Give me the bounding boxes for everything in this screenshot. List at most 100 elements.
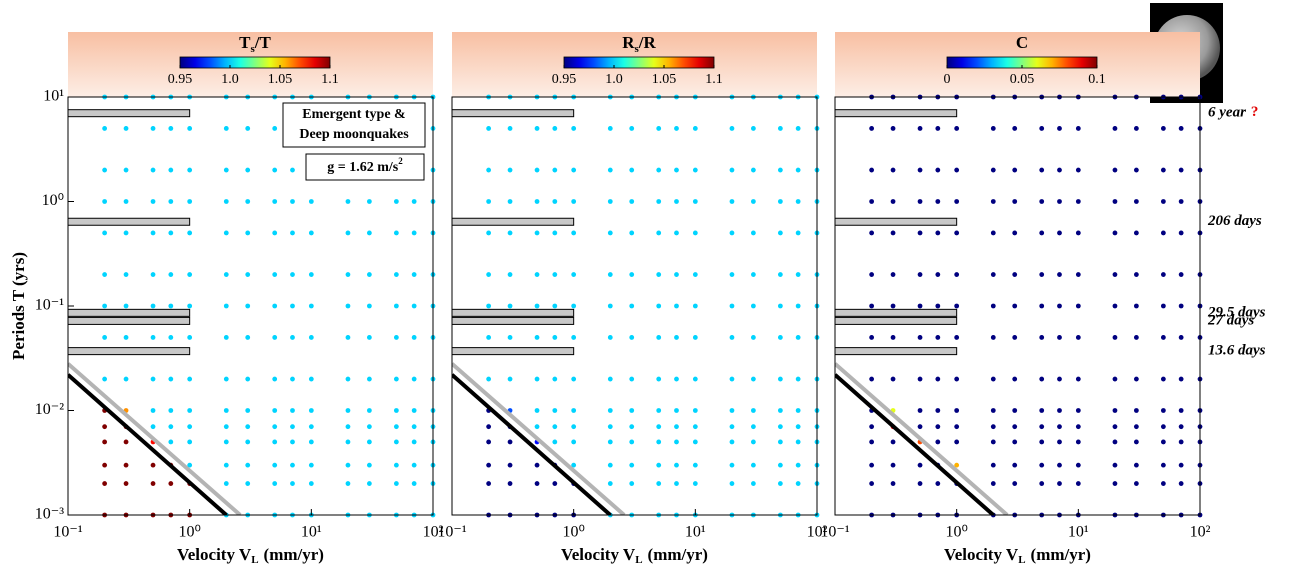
dot bbox=[674, 408, 679, 413]
period-band bbox=[67, 316, 191, 325]
dot bbox=[486, 167, 492, 173]
dot bbox=[1178, 230, 1184, 236]
dot bbox=[486, 126, 492, 131]
dot bbox=[990, 303, 996, 309]
dot bbox=[290, 481, 295, 486]
threshold-line bbox=[452, 373, 612, 515]
dot bbox=[750, 272, 756, 277]
dot bbox=[1112, 335, 1118, 340]
x-tick-label: 10⁻¹ bbox=[820, 524, 849, 541]
dot bbox=[729, 376, 735, 382]
x-tick-label: 10⁰ bbox=[945, 524, 967, 541]
dot bbox=[1057, 272, 1062, 277]
dot bbox=[1075, 199, 1081, 204]
dot bbox=[777, 230, 783, 236]
dot bbox=[168, 272, 174, 277]
dot bbox=[123, 439, 129, 445]
dot bbox=[1133, 167, 1139, 173]
dot bbox=[656, 303, 662, 309]
colorbar-tick-label: 1.1 bbox=[321, 72, 339, 87]
dot bbox=[308, 424, 314, 430]
dot bbox=[245, 199, 251, 204]
dot bbox=[607, 303, 613, 309]
dot bbox=[245, 272, 251, 277]
dot bbox=[990, 481, 996, 486]
dot bbox=[1075, 230, 1081, 236]
dot bbox=[168, 126, 174, 131]
dot bbox=[187, 376, 193, 382]
dot bbox=[223, 462, 229, 468]
dot bbox=[607, 335, 613, 340]
dot bbox=[308, 272, 314, 277]
dot bbox=[1133, 408, 1139, 413]
period-band bbox=[451, 308, 575, 317]
dot bbox=[411, 424, 417, 430]
dot bbox=[187, 462, 193, 468]
dot bbox=[656, 230, 662, 236]
dot bbox=[1178, 376, 1184, 382]
dot bbox=[150, 230, 156, 236]
dot bbox=[245, 335, 251, 340]
dot bbox=[629, 376, 635, 382]
dot bbox=[917, 481, 923, 486]
dot bbox=[917, 230, 923, 236]
dot bbox=[795, 167, 801, 173]
dot bbox=[393, 303, 399, 309]
dot bbox=[1160, 230, 1166, 236]
dot bbox=[1160, 424, 1166, 430]
dot bbox=[411, 272, 417, 277]
dot bbox=[1075, 272, 1081, 277]
x-tick-label: 10⁻¹ bbox=[437, 524, 466, 541]
dot bbox=[1012, 230, 1018, 236]
annotation: Deep moonquakes bbox=[299, 127, 409, 142]
dot bbox=[187, 408, 193, 413]
dot bbox=[1039, 230, 1045, 236]
colorbar-title: C bbox=[1016, 33, 1028, 52]
dot bbox=[1039, 481, 1045, 486]
dot bbox=[571, 376, 577, 382]
dot bbox=[486, 424, 492, 430]
dot bbox=[1075, 439, 1081, 445]
dot bbox=[123, 167, 129, 173]
dot bbox=[692, 439, 698, 445]
gravity-text: g = 1.62 m/s bbox=[327, 160, 399, 175]
dot bbox=[272, 303, 278, 309]
dot bbox=[607, 462, 613, 468]
dot bbox=[1160, 126, 1166, 131]
dot bbox=[1075, 126, 1081, 131]
dot bbox=[1057, 199, 1062, 204]
dot bbox=[990, 230, 996, 236]
dot bbox=[935, 199, 941, 204]
x-tick-label: 10² bbox=[807, 524, 828, 541]
dot bbox=[1075, 408, 1081, 413]
dot bbox=[411, 376, 417, 382]
y-axis-label: Periods T (yrs) bbox=[9, 252, 28, 360]
dot bbox=[692, 424, 698, 430]
dot bbox=[990, 272, 996, 277]
dot bbox=[1178, 408, 1184, 413]
colorbar-tick-label: 1.05 bbox=[652, 72, 677, 87]
dot bbox=[692, 335, 698, 340]
dot bbox=[187, 272, 193, 277]
dot bbox=[954, 408, 960, 413]
dot bbox=[869, 376, 875, 382]
dot bbox=[1160, 481, 1166, 486]
dot bbox=[102, 272, 108, 277]
dot bbox=[272, 167, 278, 173]
dot bbox=[345, 439, 351, 445]
dot bbox=[777, 199, 783, 204]
dot bbox=[1160, 408, 1166, 413]
colorbar-tick-label: 0.1 bbox=[1088, 72, 1106, 87]
dot bbox=[150, 408, 156, 413]
dot bbox=[729, 481, 735, 486]
colorbar-tick-label: 1.0 bbox=[605, 72, 623, 87]
question-mark: ? bbox=[1251, 105, 1259, 121]
dot bbox=[1112, 126, 1118, 131]
dot bbox=[656, 199, 662, 204]
dot bbox=[486, 272, 492, 277]
plot-frame bbox=[834, 96, 1201, 516]
dot bbox=[223, 481, 229, 486]
period-band bbox=[67, 347, 191, 356]
dot bbox=[1039, 303, 1045, 309]
dot bbox=[935, 230, 941, 236]
